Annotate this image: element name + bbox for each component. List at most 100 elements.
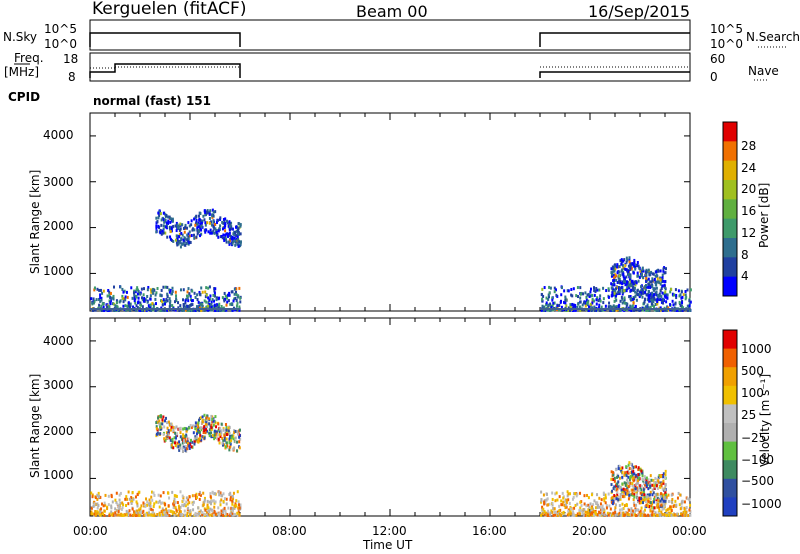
velocity-data-cell [193, 442, 196, 446]
velocity-data-cell [198, 418, 201, 422]
velocity-data-cell [579, 506, 582, 510]
power-data-cell [169, 230, 172, 234]
velocity-data-cell [99, 513, 102, 517]
velocity-data-cell [598, 513, 601, 517]
velocity-data-cell [666, 508, 669, 512]
velocity-data-cell [198, 431, 201, 435]
power-data-cell [190, 234, 193, 238]
velocity-data-cell [216, 511, 219, 515]
power-data-cell [629, 262, 632, 266]
velocity-data-cell [584, 513, 587, 517]
power-data-cell [175, 299, 178, 303]
power-data-cell [547, 293, 550, 297]
power-data-cell [597, 306, 600, 310]
power-data-cell [212, 293, 215, 297]
velocity-data-cell [178, 506, 181, 510]
power-data-cell [638, 293, 641, 297]
velocity-data-cell [233, 504, 236, 508]
power-data-cell [182, 226, 185, 230]
velocity-data-cell [194, 494, 197, 498]
velocity-data-cell [162, 415, 165, 419]
velocity-data-cell [158, 419, 161, 423]
power-data-cell [610, 271, 613, 275]
velocity-data-cell [647, 487, 650, 491]
velocity-data-cell [630, 510, 633, 514]
velocity-data-cell [662, 499, 665, 503]
velocity-data-cell [626, 470, 629, 474]
velocity-data-cell [635, 482, 638, 486]
velocity-data-cell [225, 502, 228, 506]
velocity-data-cell [609, 507, 612, 511]
velocity-data-cell [654, 476, 657, 480]
velocity-data-cell [197, 421, 200, 425]
velocity-data-cell [541, 508, 544, 512]
power-data-cell [658, 281, 661, 285]
velocity-data-cell [146, 503, 149, 507]
velocity-data-cell [237, 506, 240, 510]
velocity-data-cell [236, 490, 239, 494]
power-data-cell [561, 286, 564, 290]
power-data-cell [235, 298, 238, 302]
velocity-data-cell [145, 511, 148, 515]
velocity-data-cell [194, 425, 197, 429]
velocity-data-cell [637, 476, 640, 480]
velocity-data-cell [225, 441, 228, 445]
velocity-data-cell [165, 431, 168, 435]
power-data-cell [582, 292, 585, 296]
velocity-data-cell [173, 499, 176, 503]
velocity-data-cell [100, 511, 103, 515]
velocity-ytick-1000: 1000 [43, 468, 74, 482]
velocity-data-cell [127, 502, 130, 506]
power-data-cell [168, 225, 171, 229]
velocity-data-cell [641, 513, 644, 517]
power-data-cell [623, 298, 626, 302]
power-data-cell [144, 298, 147, 302]
velocity-data-cell [560, 503, 563, 507]
power-data-cell [685, 295, 688, 299]
power-data-cell [146, 294, 149, 298]
velocity-data-cell [178, 427, 181, 431]
velocity-data-cell [628, 513, 631, 517]
velocity-data-cell [620, 469, 623, 473]
velocity-data-cell [215, 430, 218, 434]
power-data-cell [613, 299, 616, 303]
velocity-data-cell [616, 482, 619, 486]
velocity-data-cell [551, 503, 554, 507]
power-data-cell [176, 223, 179, 227]
power-data-cell [213, 303, 216, 307]
velocity-data-cell [159, 432, 162, 436]
power-data-cell [591, 293, 594, 297]
velocity-data-cell [675, 503, 678, 507]
power-data-cell [575, 294, 578, 298]
power-data-cell [108, 308, 111, 312]
power-data-cell [619, 289, 622, 293]
power-data-cell [649, 297, 652, 301]
power-data-cell [119, 299, 122, 303]
velocity-data-cell [635, 491, 638, 495]
power-data-cell [627, 264, 630, 268]
power-data-cell [653, 305, 656, 309]
velocity-data-cell [168, 513, 171, 517]
power-data-cell [162, 308, 165, 312]
power-data-cell [209, 228, 212, 232]
velocity-data-cell [616, 490, 619, 494]
velocity-data-cell [641, 469, 644, 473]
power-data-cell [632, 263, 635, 267]
velocity-data-cell [677, 491, 680, 495]
power-data-cell [613, 265, 616, 269]
nave-tick-bottom: 0 [710, 70, 718, 84]
power-data-cell [127, 303, 130, 307]
velocity-data-cell [179, 426, 182, 430]
power-data-cell [205, 228, 208, 232]
velocity-data-cell [613, 508, 616, 512]
power-data-cell [611, 293, 614, 297]
power-data-cell [627, 273, 630, 277]
velocity-data-cell [624, 483, 627, 487]
power-data-cell [95, 298, 98, 302]
power-data-cell [155, 226, 158, 230]
velocity-data-cell [184, 504, 187, 508]
velocity-data-cell [222, 513, 225, 517]
power-data-cell [622, 300, 625, 304]
velocity-data-cell [224, 445, 227, 449]
velocity-data-cell [631, 467, 634, 471]
